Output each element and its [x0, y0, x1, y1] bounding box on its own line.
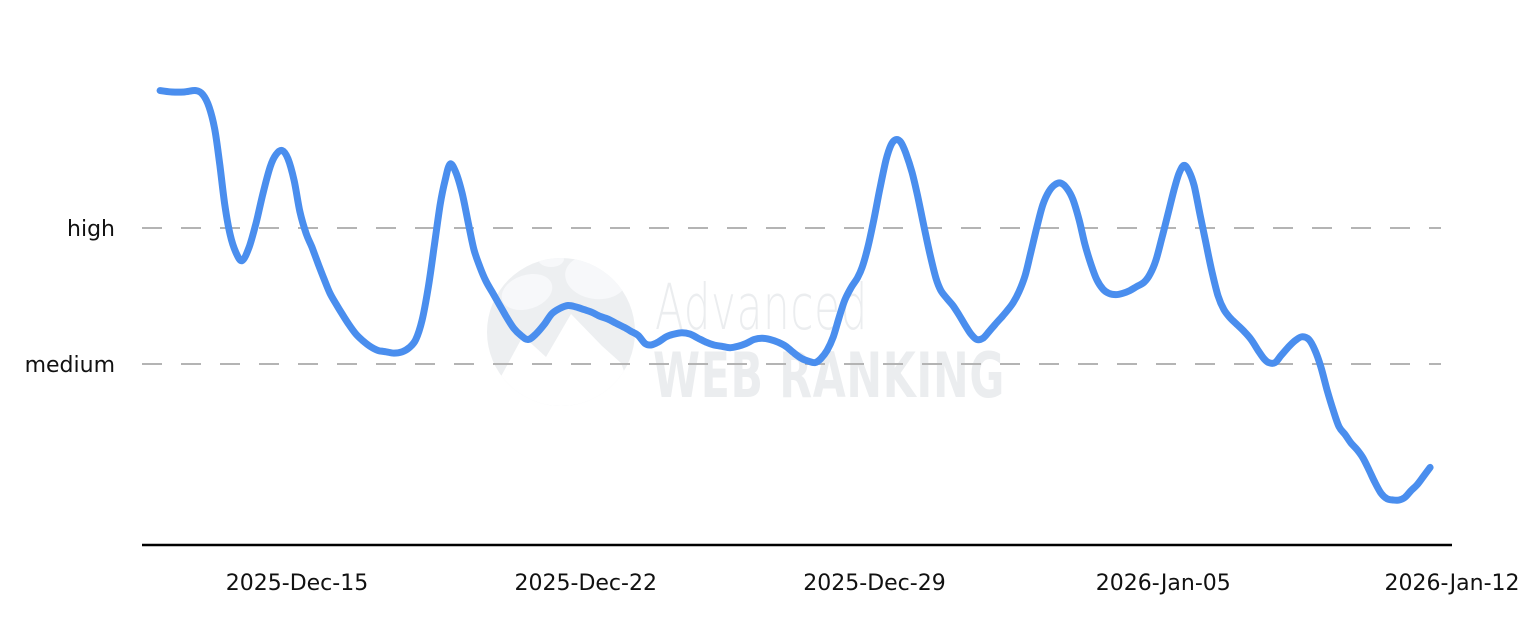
awr-watermark: Advanced WEB RANKING [487, 258, 1004, 412]
x-axis-label-2025-Dec-29: 2025-Dec-29 [803, 571, 945, 596]
x-axis-label-2026-Jan-05: 2026-Jan-05 [1096, 571, 1231, 596]
y-axis-label-high: high [67, 217, 115, 242]
y-axis-label-medium: medium [25, 353, 115, 378]
x-axis-label-2025-Dec-15: 2025-Dec-15 [226, 571, 368, 596]
x-axis-label-2025-Dec-22: 2025-Dec-22 [515, 571, 657, 596]
chart-layers: high medium 2025-Dec-15 2025-Dec-22 2025-Dec… [25, 87, 1520, 596]
trend-line [156, 87, 1434, 504]
x-axis-label-2026-Jan-12: 2026-Jan-12 [1385, 571, 1520, 596]
